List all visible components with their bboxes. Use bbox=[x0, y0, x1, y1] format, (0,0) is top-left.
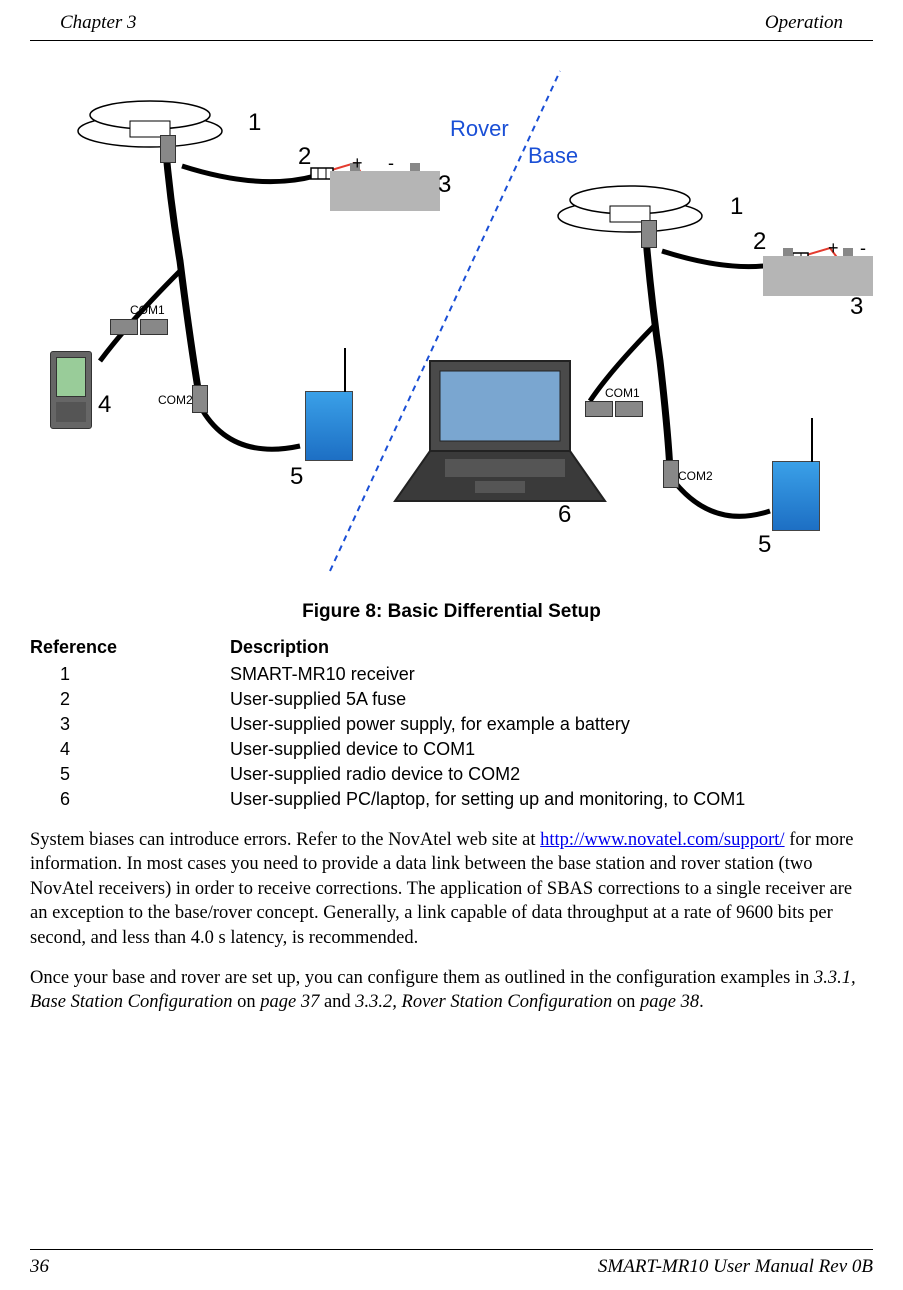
p2-text-d: on bbox=[612, 992, 640, 1012]
label-4: 4 bbox=[98, 391, 111, 419]
ref-num: 2 bbox=[30, 689, 230, 710]
label-5-base: 5 bbox=[758, 531, 771, 559]
header-chapter: Chapter 3 bbox=[60, 12, 137, 34]
p2-text-b: on bbox=[232, 992, 260, 1012]
com1-label-rover: COM1 bbox=[130, 303, 165, 317]
ref-num: 4 bbox=[30, 739, 230, 760]
table-row: 2User-supplied 5A fuse bbox=[30, 689, 873, 710]
rover-com1-connector2-icon bbox=[140, 319, 168, 335]
table-row: 4User-supplied device to COM1 bbox=[30, 739, 873, 760]
rover-radio-icon bbox=[305, 391, 353, 461]
base-main-cable bbox=[645, 226, 670, 471]
base-receiver-icon bbox=[555, 176, 705, 234]
label-3-base: 3 bbox=[850, 293, 863, 321]
rover-receiver-icon bbox=[75, 91, 225, 149]
label-5-rover: 5 bbox=[290, 463, 303, 491]
laptop-icon bbox=[395, 361, 605, 501]
minus-base: - bbox=[860, 238, 866, 259]
p2-ref-2: 3.3.2, Rover Station Configuration bbox=[355, 992, 612, 1012]
p2-page-1: page 37 bbox=[260, 992, 319, 1012]
paragraph-1: System biases can introduce errors. Refe… bbox=[30, 828, 873, 950]
ref-num: 5 bbox=[30, 764, 230, 785]
figure-caption: Figure 8: Basic Differential Setup bbox=[0, 601, 903, 623]
table-row: 5User-supplied radio device to COM2 bbox=[30, 764, 873, 785]
label-1-rover: 1 bbox=[248, 109, 261, 137]
header-section: Operation bbox=[765, 12, 843, 34]
p2-page-2: page 38 bbox=[640, 992, 699, 1012]
page-footer: 36 SMART-MR10 User Manual Rev 0B bbox=[30, 1249, 873, 1278]
plus-base: + bbox=[828, 238, 839, 259]
page-number: 36 bbox=[30, 1256, 49, 1278]
plus-rover: + bbox=[352, 153, 363, 174]
table-row: 3User-supplied power supply, for example… bbox=[30, 714, 873, 735]
label-2-rover: 2 bbox=[298, 143, 311, 171]
ref-num: 3 bbox=[30, 714, 230, 735]
rover-com2-cable bbox=[200, 406, 300, 449]
rover-com1-connector-icon bbox=[110, 319, 138, 335]
rover-top-connector-icon bbox=[160, 135, 176, 163]
ref-desc: SMART-MR10 receiver bbox=[230, 664, 873, 685]
table-row: 1SMART-MR10 receiver bbox=[30, 664, 873, 685]
figure-diagram: Rover Base 1 2 3 4 5 1 2 3 5 6 COM1 COM2… bbox=[30, 61, 873, 591]
pda-icon bbox=[50, 351, 92, 429]
base-battery-icon bbox=[763, 256, 873, 296]
rover-power-cable bbox=[182, 166, 315, 182]
label-1-base: 1 bbox=[730, 193, 743, 221]
ref-desc: User-supplied radio device to COM2 bbox=[230, 764, 873, 785]
ref-desc: User-supplied power supply, for example … bbox=[230, 714, 873, 735]
manual-title: SMART-MR10 User Manual Rev 0B bbox=[598, 1256, 873, 1278]
p2-text-e: . bbox=[699, 992, 704, 1012]
ref-desc: User-supplied 5A fuse bbox=[230, 689, 873, 710]
base-com2-connector-icon bbox=[663, 460, 679, 488]
base-top-connector-icon bbox=[641, 220, 657, 248]
com1-label-base: COM1 bbox=[605, 386, 640, 400]
paragraph-2: Once your base and rover are set up, you… bbox=[30, 966, 873, 1015]
ref-desc: User-supplied PC/laptop, for setting up … bbox=[230, 789, 873, 810]
minus-rover: - bbox=[388, 153, 394, 174]
p2-text-c: and bbox=[319, 992, 355, 1012]
ref-num: 1 bbox=[30, 664, 230, 685]
table-header-reference: Reference bbox=[30, 637, 230, 658]
base-radio-icon bbox=[772, 461, 820, 531]
rover-battery-icon bbox=[330, 171, 440, 211]
page-header: Chapter 3 Operation bbox=[30, 0, 873, 41]
label-2-base: 2 bbox=[753, 228, 766, 256]
p2-text-a: Once your base and rover are set up, you… bbox=[30, 968, 814, 988]
ref-num: 6 bbox=[30, 789, 230, 810]
rover-com2-connector-icon bbox=[192, 385, 208, 413]
com2-label-rover: COM2 bbox=[158, 393, 193, 407]
reference-table: Reference Description 1SMART-MR10 receiv… bbox=[30, 637, 873, 810]
ref-desc: User-supplied device to COM1 bbox=[230, 739, 873, 760]
table-header-row: Reference Description bbox=[30, 637, 873, 658]
rover-label: Rover bbox=[450, 116, 509, 142]
p1-text-a: System biases can introduce errors. Refe… bbox=[30, 830, 540, 850]
rover-main-cable bbox=[165, 141, 200, 401]
table-header-description: Description bbox=[230, 637, 873, 658]
label-3-rover: 3 bbox=[438, 171, 451, 199]
com2-label-base: COM2 bbox=[678, 469, 713, 483]
base-com1-connector2-icon bbox=[615, 401, 643, 417]
table-row: 6User-supplied PC/laptop, for setting up… bbox=[30, 789, 873, 810]
novatel-support-link[interactable]: http://www.novatel.com/support/ bbox=[540, 830, 784, 850]
base-com1-connector-icon bbox=[585, 401, 613, 417]
base-label: Base bbox=[528, 143, 578, 169]
label-6: 6 bbox=[558, 501, 571, 529]
